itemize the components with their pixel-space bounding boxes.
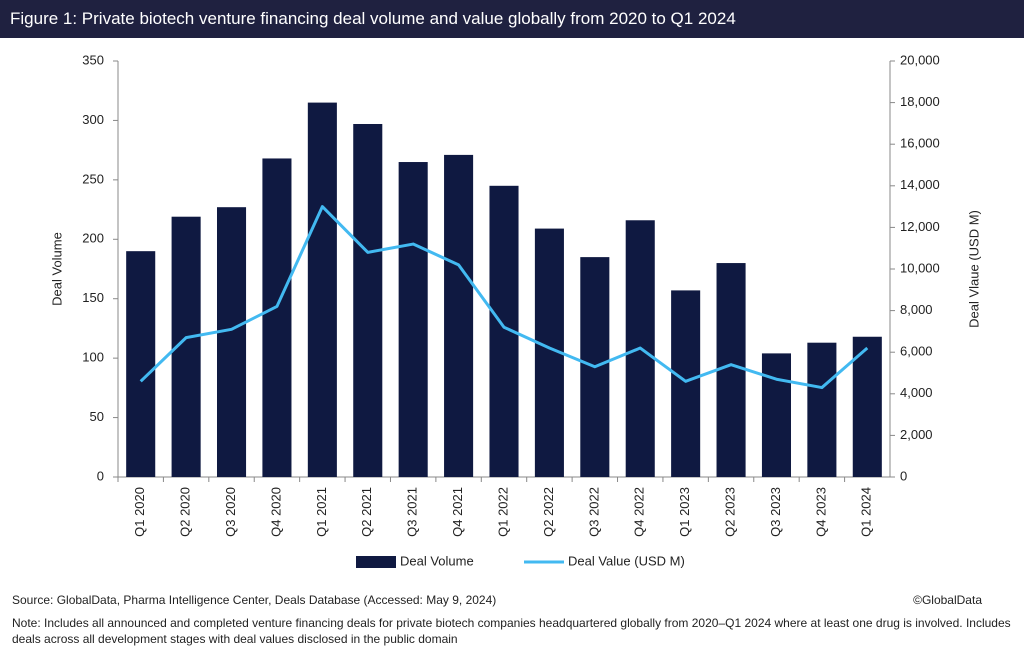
- x-tick-label: Q4 2021: [450, 487, 465, 537]
- x-tick-label: Q4 2022: [632, 487, 647, 537]
- y2-tick-label: 6,000: [900, 344, 933, 359]
- x-tick-label: Q3 2021: [405, 487, 420, 537]
- x-tick-label: Q1 2020: [132, 487, 147, 537]
- legend-label: Deal Value (USD M): [568, 553, 685, 568]
- y-tick-label: 300: [82, 112, 104, 127]
- y-tick-label: 250: [82, 171, 104, 186]
- y2-tick-label: 18,000: [900, 94, 940, 109]
- bar: [307, 102, 337, 477]
- legend-swatch: [356, 556, 396, 568]
- chart: 0 50 100 150 200 250 300 350 0 2,000 4,000 6,000 8,0…: [49, 52, 981, 568]
- bar: [262, 158, 292, 477]
- x-tick-label: Q1 2023: [677, 487, 692, 537]
- y2-tick-label: 14,000: [900, 177, 940, 192]
- x-tick-label: Q4 2023: [813, 487, 828, 537]
- x-tick-label: Q3 2020: [223, 487, 238, 537]
- x-tick-label: Q4 2020: [268, 487, 283, 537]
- bar: [398, 162, 428, 477]
- y-tick-label: 50: [90, 409, 104, 424]
- chart-title: Figure 1: Private biotech venture financ…: [0, 0, 1024, 38]
- bar: [852, 336, 882, 477]
- y2-tick-label: 8,000: [900, 302, 933, 317]
- x-tick-label: Q2 2020: [178, 487, 193, 537]
- y-tick-label: 150: [82, 290, 104, 305]
- copyright: ©GlobalData: [913, 593, 982, 607]
- bar: [716, 263, 746, 477]
- bar: [216, 207, 247, 478]
- y-tick-label: 350: [82, 52, 104, 67]
- y-tick-label: 0: [97, 468, 104, 483]
- y2-tick-label: 20,000: [900, 52, 940, 67]
- y2-tick-label: 10,000: [900, 260, 940, 275]
- bar: [353, 123, 383, 477]
- note: Note: Includes all announced and complet…: [12, 616, 1011, 646]
- bar: [444, 154, 474, 477]
- x-tick-label: Q2 2021: [359, 487, 374, 537]
- x-tick-label: Q1 2024: [859, 487, 874, 537]
- x-tick-label: Q2 2022: [541, 487, 556, 537]
- y2-axis-title: Deal Vlaue (USD M): [966, 210, 981, 328]
- x-tick-label: Q1 2022: [495, 487, 510, 537]
- y2-tick-label: 4,000: [900, 385, 933, 400]
- y2-tick-label: 2,000: [900, 427, 933, 442]
- x-tick-label: Q1 2021: [314, 487, 329, 537]
- x-tick-label: Q3 2023: [768, 487, 783, 537]
- y-tick-label: 100: [82, 350, 104, 365]
- y2-tick-label: 16,000: [900, 136, 940, 151]
- y-axis-title: Deal Volume: [49, 232, 64, 306]
- x-tick-label: Q3 2022: [586, 487, 601, 537]
- source: Source: GlobalData, Pharma Intelligence …: [12, 593, 497, 607]
- legend-label: Deal Volume: [400, 553, 474, 568]
- line: [139, 205, 869, 390]
- bar: [671, 290, 701, 477]
- bar: [126, 251, 156, 477]
- bar: [761, 353, 792, 477]
- x-tick-label: Q2 2023: [722, 487, 737, 537]
- bar: [807, 342, 837, 477]
- y2-tick-label: 12,000: [900, 219, 940, 234]
- y-tick-label: 200: [82, 231, 104, 246]
- y2-tick-label: 0: [900, 468, 907, 483]
